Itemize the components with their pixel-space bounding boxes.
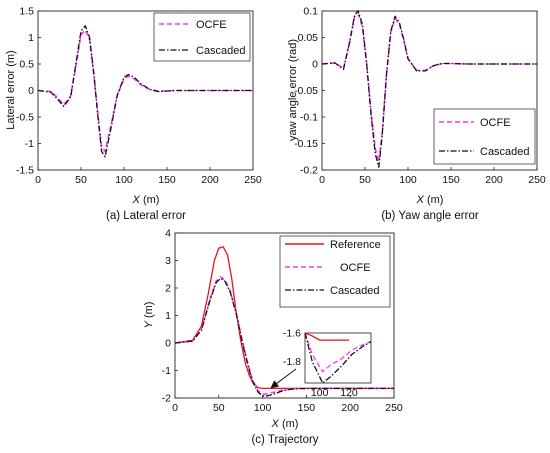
legend-box-b (433, 108, 536, 165)
inset-series-lines (304, 332, 372, 385)
series-line-b-cascaded (321, 10, 537, 168)
xtick-label-b: 150 (442, 174, 460, 186)
xtick-label-b: 100 (399, 174, 417, 186)
ytick-label-b: -0.1 (300, 112, 318, 124)
inset-c: 100 120 -1.6 -1.8 (270, 328, 372, 400)
ytick-label-a: 0.5 (19, 59, 34, 71)
ytick-label-a: 1.5 (19, 6, 34, 18)
ytick-label-a: -1.5 (16, 165, 34, 177)
xtick-label-c: 0 (172, 402, 178, 414)
xlabel-a: X (m) (132, 194, 160, 206)
xtick-label-c: 50 (213, 402, 225, 414)
ytick-label-c: 4 (165, 228, 171, 240)
ytick-label-b: -0.05 (294, 85, 318, 97)
legend-c: Reference OCFE Cascaded (279, 235, 391, 308)
ytick-label-a: 1 (28, 32, 34, 44)
ytick-label-c: -2 (162, 393, 171, 405)
xtick-label-b: 250 (528, 174, 546, 186)
series-lines-a (37, 25, 253, 158)
ytick-label-b: -0.2 (300, 165, 318, 177)
legend-label-cascaded-c: Cascaded (330, 285, 380, 297)
series-line-c-cascaded (174, 277, 394, 398)
series-lines-b (321, 10, 537, 168)
legend-box-c (279, 235, 391, 308)
ytick-label-c: 2 (165, 283, 171, 295)
legend-label-cascaded-a: Cascaded (196, 45, 246, 57)
series-line-a-cascaded (37, 25, 253, 158)
xtick-label-a: 50 (75, 174, 87, 186)
ylabel-c: Y (m) (143, 302, 155, 329)
tick-labels-b: 0 50 100 150 200 250 -0.2 -0.15 -0.1 -0.05 0 0.05 0.… (294, 6, 546, 187)
series-lines-c (174, 246, 394, 398)
xtick-label-b: 50 (359, 174, 371, 186)
ytick-label-c: 0 (165, 338, 171, 350)
tick-labels-a: 0 50 100 150 200 250 -1.5 -1 -0.5 0 0.5 1 1.5 (16, 6, 262, 187)
inset-series-line-reference (304, 332, 349, 341)
ytick-label-b: 0.1 (303, 6, 318, 18)
inset-arrow (270, 368, 297, 389)
ytick-label-c: 3 (165, 255, 171, 267)
xtick-label-c: 200 (341, 402, 359, 414)
legend-label-ocfe-b: OCFE (480, 117, 511, 129)
xtick-label-b: 200 (485, 174, 503, 186)
legend-b: OCFE Cascaded (433, 108, 536, 165)
xtick-label-a: 200 (201, 174, 219, 186)
ylabel-a: Lateral error (m) (5, 50, 17, 129)
inset-series-line-ocfe (304, 332, 372, 373)
ylabel-b: yaw angle error (rad) (287, 39, 299, 141)
xtick-label-b: 0 (319, 174, 325, 186)
ytick-label-b: 0.05 (298, 32, 319, 44)
xtick-label-a: 150 (158, 174, 176, 186)
inset-ytick-label: -1.6 (283, 328, 301, 340)
inset-xtick-label: 120 (340, 387, 358, 399)
panel-c: 0 50 100 150 200 250 -2 -1 0 1 2 3 4 Y (m) X (m) (c)… (143, 228, 403, 447)
xtick-label-a: 250 (244, 174, 262, 186)
ytick-label-b: 0 (312, 59, 318, 71)
xtick-label-a: 0 (35, 174, 41, 186)
ytick-label-a: -1 (25, 138, 34, 150)
ytick-label-a: -0.5 (16, 112, 34, 124)
legend-label-cascaded-b: Cascaded (480, 146, 530, 158)
xtick-label-c: 250 (385, 402, 403, 414)
xtick-label-c: 100 (254, 402, 272, 414)
inset-tick-labels: 100 120 -1.6 -1.8 (283, 328, 358, 400)
panel-b: 0 50 100 150 200 250 -0.2 -0.15 -0.1 -0.05 0 0.05 0.… (287, 6, 546, 223)
ytick-label-a: 0 (28, 85, 34, 97)
xtick-label-c: 150 (298, 402, 316, 414)
caption-c: (c) Trajectory (251, 434, 318, 446)
xlabel-c: X (m) (271, 418, 299, 430)
caption-a: (a) Lateral error (106, 210, 186, 222)
ytick-label-c: 1 (165, 310, 171, 322)
inset-frame-c (304, 332, 372, 384)
xlabel-b: X (m) (416, 194, 444, 206)
ytick-label-c: -1 (162, 365, 171, 377)
legend-a: OCFE Cascaded (153, 12, 251, 62)
inset-series-line-cascaded (304, 332, 372, 385)
legend-label-ocfe-c: OCFE (340, 262, 371, 274)
ytick-label-b: -0.15 (294, 138, 318, 150)
series-line-c-reference (174, 246, 394, 390)
tick-labels-c: 0 50 100 150 200 250 -2 -1 0 1 2 3 4 (162, 228, 403, 415)
panel-a: 0 50 100 150 200 250 -1.5 -1 -0.5 0 0.5 1 1.5 Latera… (5, 6, 262, 223)
xtick-label-a: 100 (115, 174, 133, 186)
legend-box-a (153, 12, 251, 62)
legend-label-reference-c: Reference (330, 239, 381, 251)
legend-label-ocfe-a: OCFE (196, 19, 227, 31)
inset-xtick-label: 100 (311, 387, 329, 399)
caption-b: (b) Yaw angle error (381, 210, 479, 222)
inset-ytick-label: -1.8 (283, 356, 301, 368)
